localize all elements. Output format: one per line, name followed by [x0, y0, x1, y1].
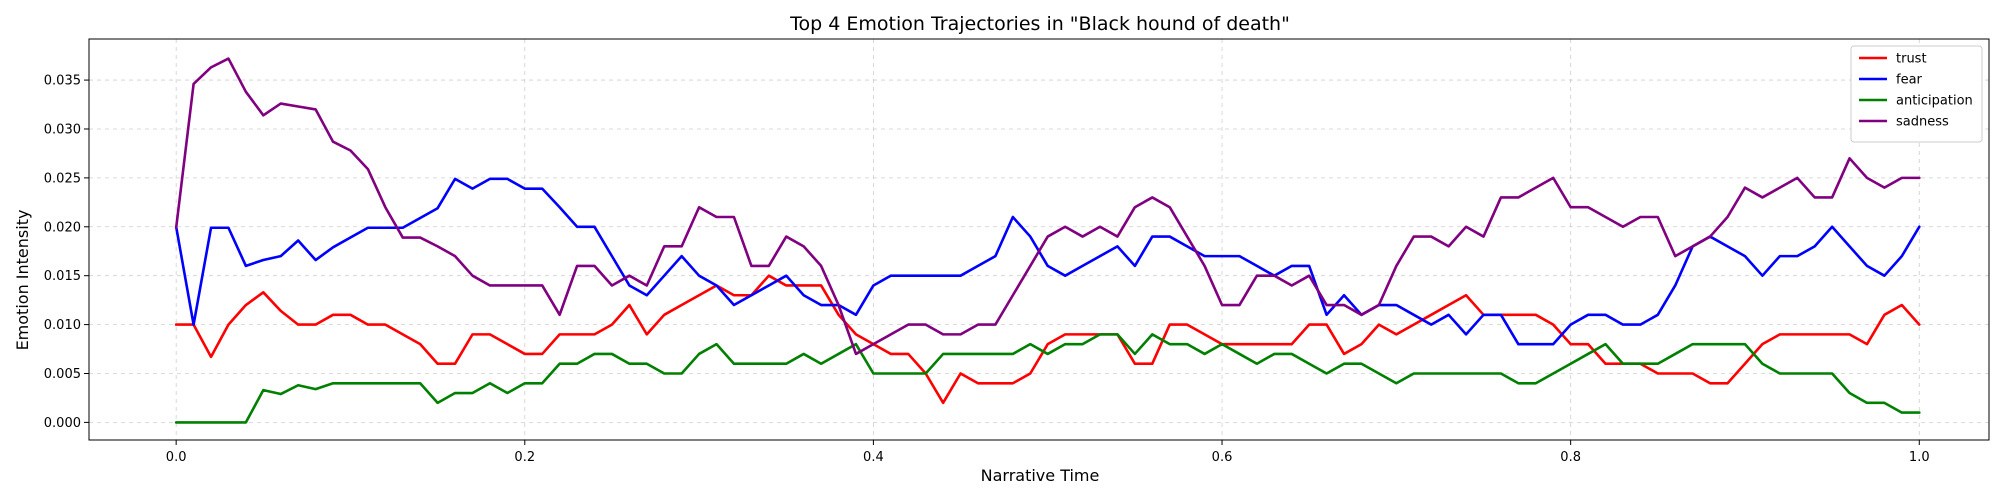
y-tick-label: 0.035 [44, 74, 81, 89]
legend-label-trust: trust [1896, 52, 1927, 67]
y-axis-ticks: 0.000 0.005 0.010 0.015 0.020 0.025 0.030 0.035 [44, 74, 89, 431]
legend-box [1850, 45, 1983, 143]
legend-label-fear: fear [1896, 73, 1923, 88]
y-tick-label: 0.015 [44, 269, 81, 284]
series-line-sadness [174, 57, 1921, 356]
x-tick-label: 1.0 [1909, 450, 1930, 465]
chart-title: Top 4 Emotion Trajectories in "Black hou… [789, 13, 1290, 35]
plot-frame [88, 38, 1990, 441]
series-layer [174, 57, 1921, 424]
y-tick-label: 0.030 [44, 122, 81, 137]
legend-label-anticipation: anticipation [1896, 94, 1973, 109]
y-tick-label: 0.000 [44, 416, 81, 431]
x-tick-label: 0.4 [863, 450, 884, 465]
legend: trust fear anticipation sadness [1850, 45, 1983, 143]
y-tick-label: 0.005 [44, 367, 81, 382]
legend-label-sadness: sadness [1896, 115, 1949, 130]
x-axis-ticks: 0.0 0.2 0.4 0.6 0.8 1.0 [166, 440, 1930, 465]
x-tick-label: 0.2 [514, 450, 535, 465]
x-tick-label: 0.8 [1560, 450, 1581, 465]
y-axis-label: Emotion Intensity [13, 210, 32, 351]
series-line-anticipation [174, 333, 1921, 424]
series-line-fear [174, 177, 1921, 346]
y-tick-label: 0.020 [44, 220, 81, 235]
y-tick-label: 0.010 [44, 318, 81, 333]
y-tick-label: 0.025 [44, 171, 81, 186]
x-tick-label: 0.6 [1212, 450, 1233, 465]
x-tick-label: 0.0 [166, 450, 187, 465]
x-axis-label: Narrative Time [981, 466, 1100, 485]
